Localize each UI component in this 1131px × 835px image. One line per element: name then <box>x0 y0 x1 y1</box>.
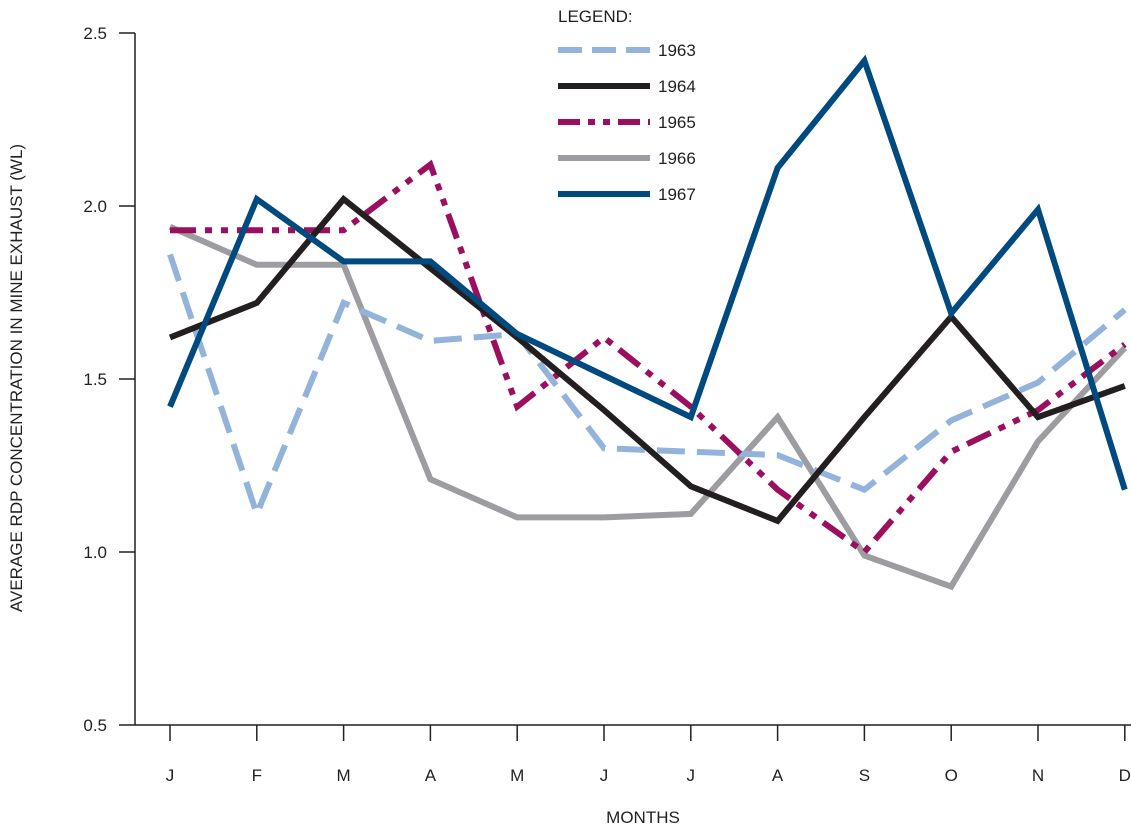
x-tick-label: F <box>252 766 262 785</box>
x-tick-label: A <box>425 766 437 785</box>
legend-label-1965: 1965 <box>658 113 696 132</box>
x-tick-label: J <box>600 766 609 785</box>
y-tick-label: 1.5 <box>83 370 107 389</box>
y-tick-label: 1.0 <box>83 543 107 562</box>
legend-label-1963: 1963 <box>658 41 696 60</box>
legend-title: LEGEND: <box>558 7 633 26</box>
axes: 0.5 1.0 1.5 2.0 2.5 J F M A M J J A S O N D <box>83 24 1131 785</box>
legend-label-1966: 1966 <box>658 149 696 168</box>
y-axis-title: AVERAGE RDP CONCENTRATION IN MINE EXHAUS… <box>7 144 26 612</box>
legend-label-1967: 1967 <box>658 185 696 204</box>
x-tick-label: A <box>772 766 784 785</box>
x-tick-label: D <box>1119 766 1131 785</box>
y-tick-label: 2.5 <box>83 24 107 43</box>
x-tick-label: M <box>510 766 524 785</box>
series-lines <box>167 54 1128 591</box>
x-tick-label: J <box>687 766 696 785</box>
x-tick-label: J <box>166 766 175 785</box>
series-line-1963 <box>167 253 1127 523</box>
series-line-1967 <box>167 54 1128 491</box>
x-tick-label: M <box>337 766 351 785</box>
x-axis-title: MONTHS <box>606 808 680 827</box>
legend: LEGEND: 1963 1964 1965 1966 1967 <box>558 7 696 204</box>
series-line-1965 <box>170 159 1127 557</box>
y-tick-label: 0.5 <box>83 716 107 735</box>
legend-label-1964: 1964 <box>658 77 696 96</box>
x-tick-label: O <box>945 766 958 785</box>
x-tick-label: N <box>1032 766 1044 785</box>
x-tick-label: S <box>859 766 870 785</box>
series-line-1966 <box>168 224 1127 591</box>
y-tick-label: 2.0 <box>83 197 107 216</box>
series-line-1964 <box>168 194 1126 525</box>
